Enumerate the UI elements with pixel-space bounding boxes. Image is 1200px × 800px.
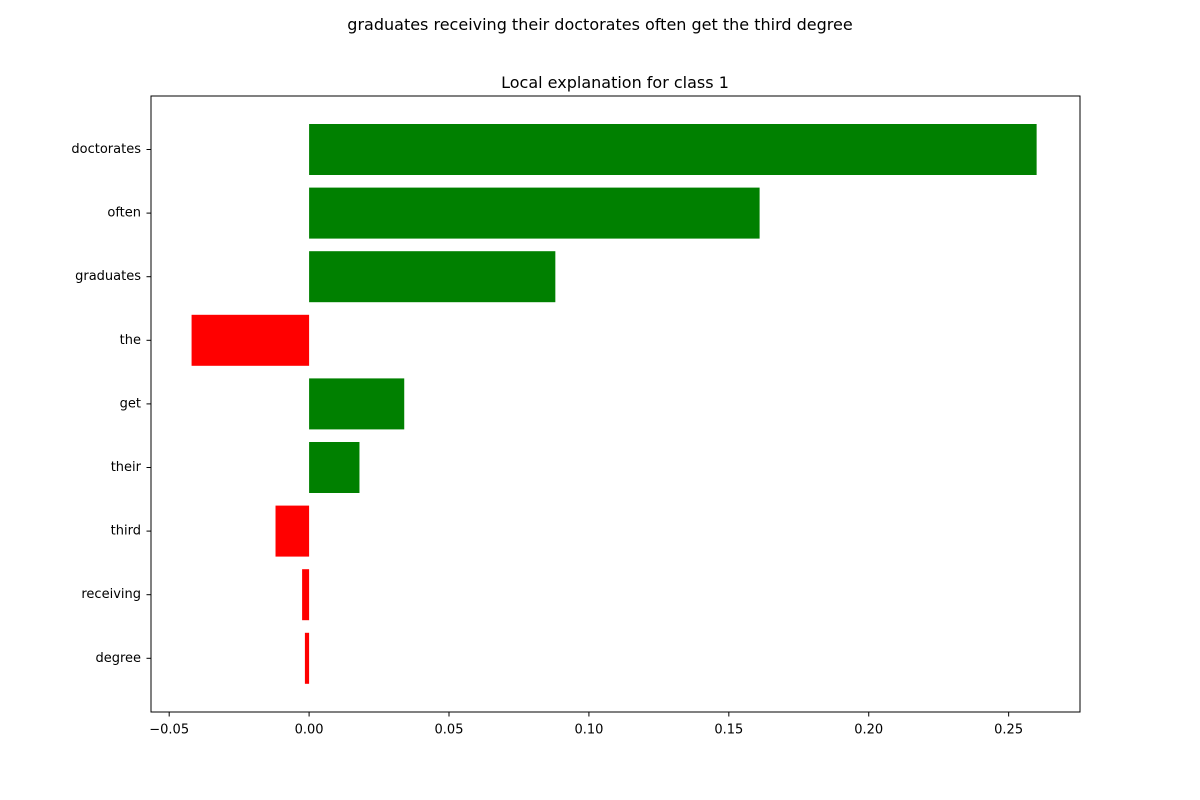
- y-tick-label-get: get: [120, 396, 141, 411]
- bar-the: [191, 314, 310, 366]
- bar-degree: [304, 632, 310, 684]
- axes-frame: [150, 95, 1081, 713]
- bars-group: [191, 124, 1037, 684]
- bar-third: [275, 505, 310, 557]
- x-tick-label-4: 0.15: [714, 723, 743, 738]
- y-tick-label-doctorates: doctorates: [71, 142, 141, 157]
- y-tick-label-receiving: receiving: [81, 587, 141, 602]
- x-tick-label-6: 0.25: [994, 723, 1023, 738]
- y-tick-label-the: the: [120, 333, 141, 348]
- y-tick-label-third: third: [111, 524, 141, 539]
- y-axis: doctorates often graduates the get their third…: [71, 142, 151, 666]
- y-tick-label-their: their: [111, 460, 142, 475]
- chart-title: Local explanation for class 1: [501, 73, 729, 92]
- plot-area: −0.05 0.00 0.05 0.10 0.15 0.20 0.25 doctorates…: [71, 95, 1081, 738]
- y-tick-label-graduates: graduates: [75, 269, 141, 284]
- figure-suptitle: graduates receiving their doctorates oft…: [347, 15, 852, 34]
- y-tick-label-degree: degree: [95, 651, 141, 666]
- bar-graduates: [309, 251, 556, 303]
- bar-their: [309, 442, 360, 493]
- x-tick-label-2: 0.05: [435, 723, 464, 738]
- x-axis: −0.05 0.00 0.05 0.10 0.15 0.20 0.25: [149, 712, 1023, 738]
- y-tick-label-often: often: [107, 206, 141, 221]
- x-tick-label-0: −0.05: [149, 723, 189, 738]
- x-tick-label-3: 0.10: [574, 723, 603, 738]
- bar-often: [309, 187, 760, 239]
- x-tick-label-5: 0.20: [854, 723, 883, 738]
- bar-get: [309, 378, 405, 430]
- x-tick-label-1: 0.00: [295, 723, 324, 738]
- bar-receiving: [302, 569, 310, 621]
- bar-doctorates: [309, 124, 1037, 175]
